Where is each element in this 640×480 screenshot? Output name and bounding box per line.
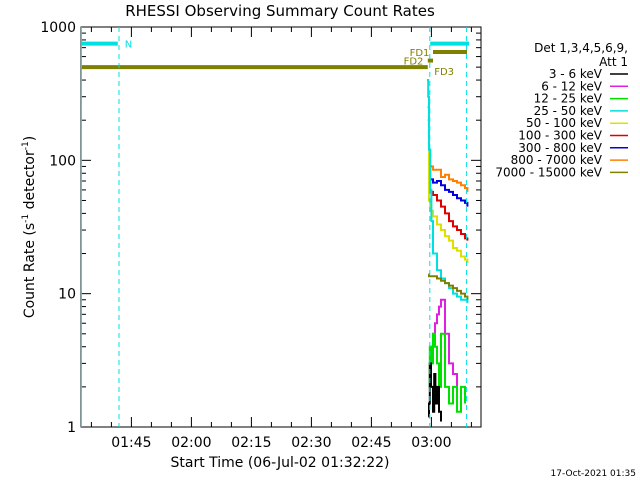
series-layer	[427, 79, 469, 422]
x-tick-labels: 01:45 02:00 02:15 02:30 02:45 03:00	[111, 435, 451, 451]
flag-label-fd3: FD3	[434, 67, 454, 78]
x-tick-label-5: 03:00	[411, 435, 451, 451]
y-label-sup1: -1	[21, 214, 31, 223]
x-tick-label-4: 02:45	[351, 435, 391, 451]
y-label-end: )	[22, 136, 38, 141]
y-label-main: Count Rate (s	[22, 223, 38, 318]
y-label-mid: detector	[22, 150, 38, 214]
legend-label-1: 6 - 12 keV	[541, 79, 603, 93]
legend-label-2: 12 - 25 keV	[534, 92, 603, 106]
series-line-4	[427, 79, 469, 304]
flag-label-n: N	[125, 40, 132, 51]
plot-frame	[80, 26, 482, 428]
series-line-0	[427, 95, 469, 192]
tick-layer	[81, 27, 481, 428]
x-axis-label: Start Time (06-Jul-02 01:32:22)	[170, 455, 389, 471]
y-tick-labels: 1 10 100 1000	[40, 20, 76, 436]
footer-date: 17-Oct-2021 01:35	[551, 469, 636, 479]
legend-label-3: 25 - 50 keV	[534, 104, 603, 118]
flag-label-fd2: FD2	[404, 57, 424, 68]
legend-header2: Att 1	[599, 55, 628, 69]
legend-label-4: 50 - 100 keV	[526, 116, 603, 130]
y-tick-label-1: 10	[58, 287, 76, 303]
y-tick-label-2: 100	[49, 153, 76, 169]
y-tick-label-0: 1	[67, 420, 76, 436]
legend-header: Det 1,3,4,5,6,9,	[534, 41, 628, 55]
x-tick-label-3: 02:30	[291, 435, 331, 451]
series-line-5	[428, 273, 469, 300]
x-tick-label-2: 02:15	[231, 435, 271, 451]
y-label-sup2: -1	[21, 141, 31, 150]
chart-title: RHESSI Observing Summary Count Rates	[125, 2, 435, 20]
legend-label-8: 7000 - 15000 keV	[495, 165, 602, 179]
legend-label-0: 3 - 6 keV	[549, 67, 603, 81]
legend-label-7: 800 - 7000 keV	[511, 153, 603, 167]
series-line-8	[428, 362, 442, 422]
y-tick-label-3: 1000	[40, 20, 76, 36]
y-axis-label: Count Rate (s-1 detector-1)	[21, 136, 38, 318]
vline-layer	[80, 27, 468, 427]
flag-label-fd1: FD1	[410, 48, 430, 59]
legend-label-5: 100 - 300 keV	[518, 129, 602, 143]
x-tick-label-1: 02:00	[171, 435, 211, 451]
legend-label-6: 300 - 800 keV	[518, 141, 602, 155]
x-tick-label-0: 01:45	[111, 435, 151, 451]
